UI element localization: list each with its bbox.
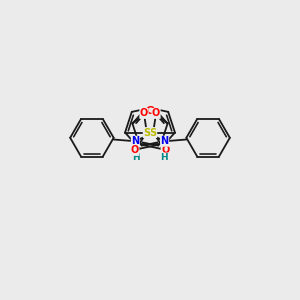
Text: H: H xyxy=(132,153,140,162)
Text: S: S xyxy=(150,128,157,138)
Text: S: S xyxy=(143,128,150,138)
Text: O: O xyxy=(140,108,148,118)
Text: O: O xyxy=(161,146,169,155)
Text: N: N xyxy=(131,136,140,146)
Text: N: N xyxy=(160,136,169,146)
Text: O: O xyxy=(131,146,139,155)
Text: O: O xyxy=(152,108,160,118)
Text: H: H xyxy=(160,153,168,162)
Text: O: O xyxy=(145,106,155,116)
